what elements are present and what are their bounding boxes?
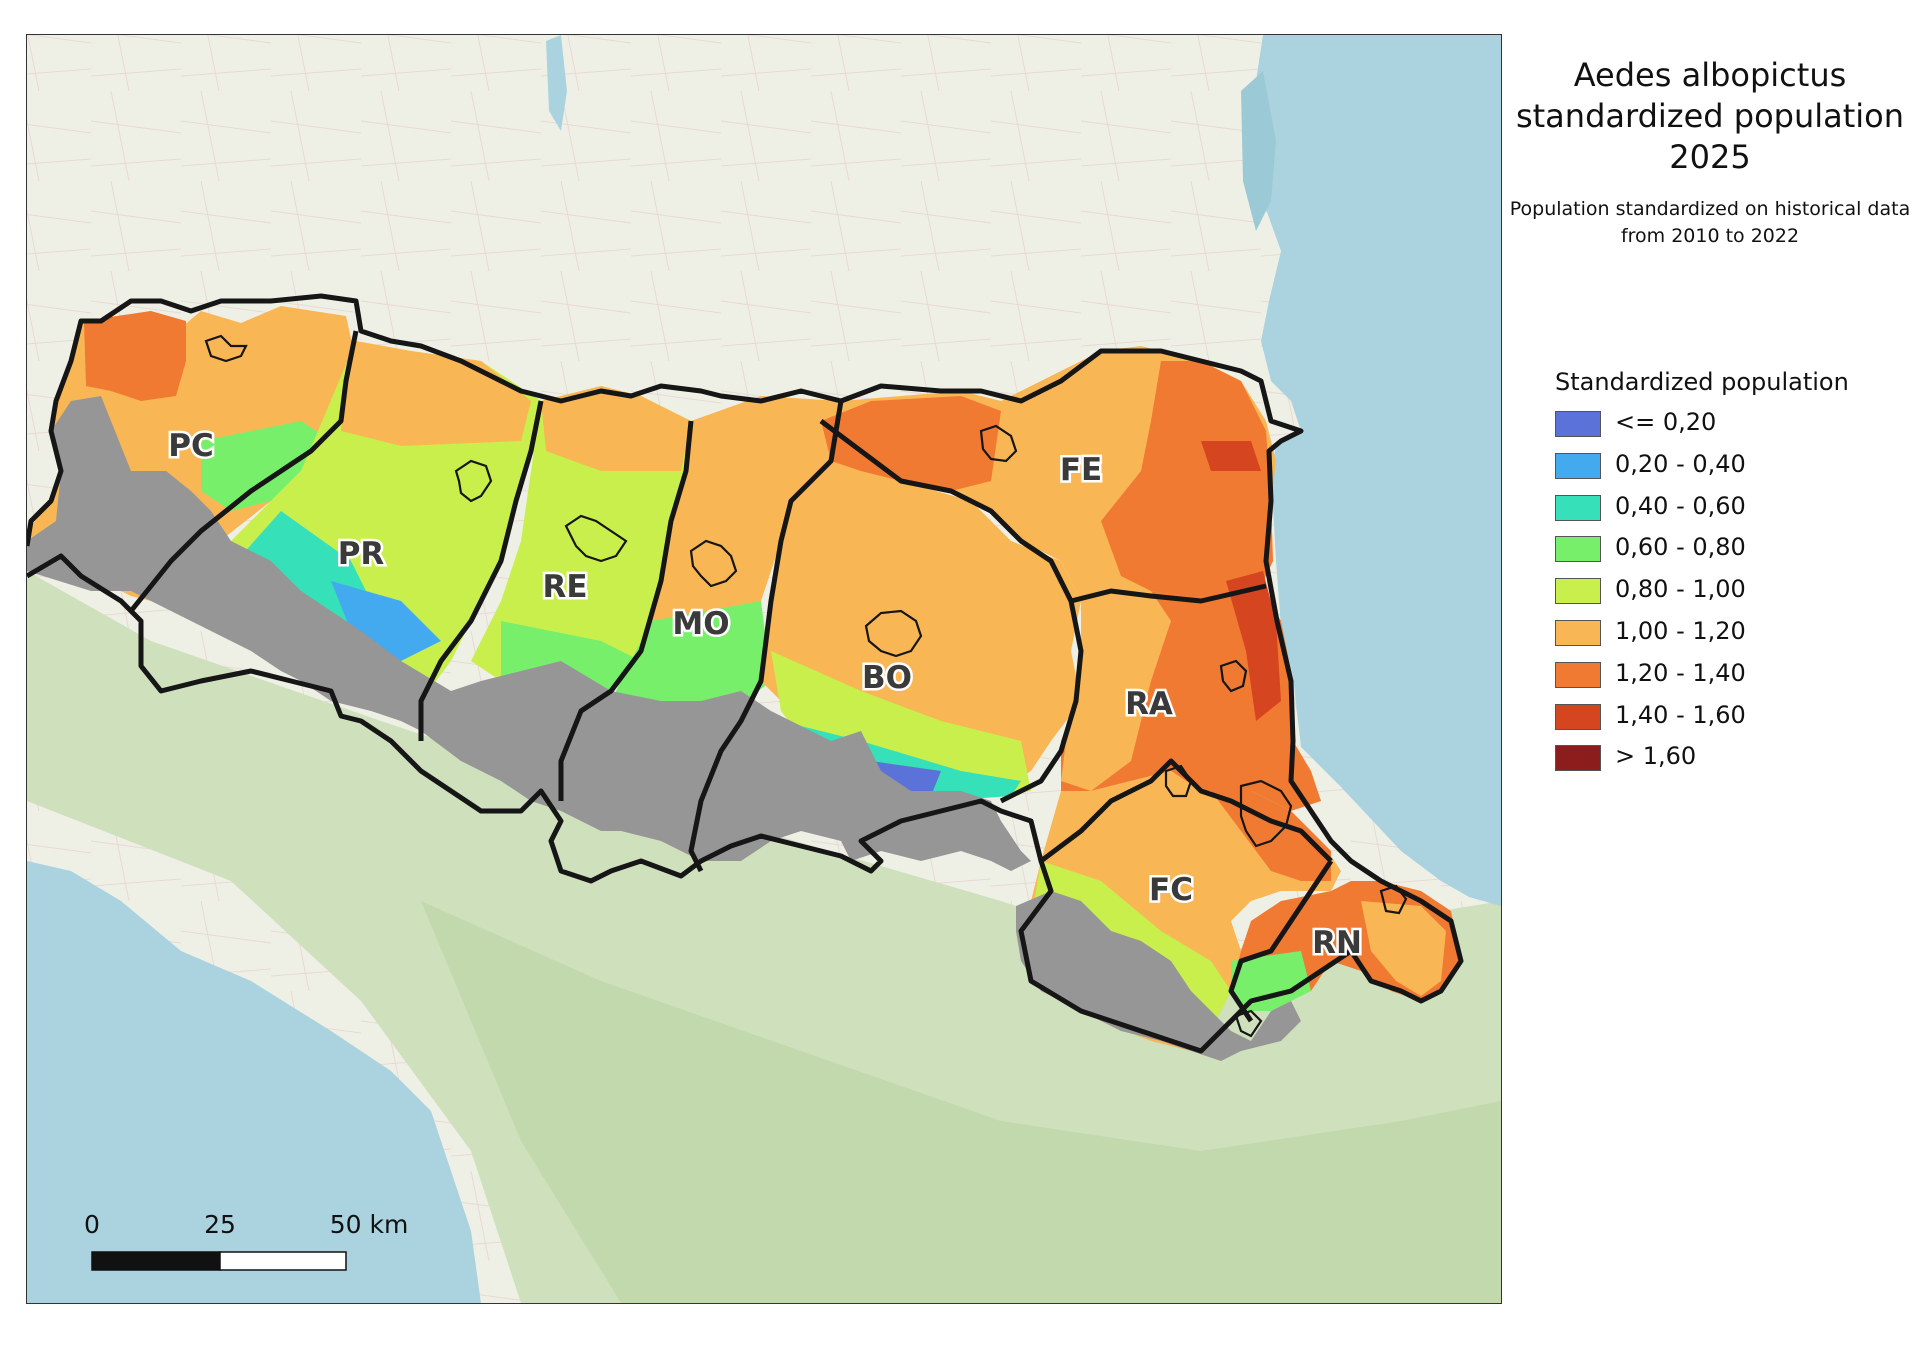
legend-swatch	[1555, 703, 1601, 730]
legend-label: 1,40 - 1,60	[1615, 700, 1746, 729]
legend-label: 1,20 - 1,40	[1615, 658, 1746, 687]
zone-fe-max	[1201, 441, 1261, 471]
legend-swatch	[1555, 494, 1601, 521]
zone-ra-west	[1061, 591, 1171, 791]
legend-swatch	[1555, 619, 1601, 646]
no-data-pc	[61, 471, 211, 591]
city-rimini	[1379, 884, 1408, 915]
city-cesena	[1239, 779, 1293, 848]
city-reggio-emilia	[564, 514, 628, 563]
city-ferrara	[979, 424, 1018, 463]
legend-title: Standardized population	[1555, 368, 1849, 396]
city-modena	[689, 539, 738, 588]
label-pc: PC	[168, 428, 213, 464]
legend-label: 0,80 - 1,00	[1615, 575, 1746, 604]
legend-swatch	[1555, 536, 1601, 563]
legend-swatch	[1555, 745, 1601, 772]
legend-label: 0,40 - 0,60	[1615, 491, 1746, 520]
zone-pc-mid	[201, 421, 331, 511]
lake-garda	[546, 35, 567, 131]
label-fe: FE	[1060, 452, 1102, 488]
zone-rn-low	[1231, 951, 1311, 1011]
city-ravenna	[1219, 659, 1248, 693]
scale-label-50km: 50 km	[330, 1210, 409, 1239]
legend-label: > 1,60	[1615, 742, 1697, 771]
zone-mo-low	[611, 601, 771, 721]
zone-fe-west	[821, 396, 1001, 491]
city-sanmarino	[1234, 1009, 1263, 1038]
no-data-apennine	[27, 396, 1031, 871]
hills	[27, 571, 1501, 1303]
province-boundaries	[27, 293, 1464, 1054]
city-outlines	[204, 334, 1408, 1038]
legend-label: 0,20 - 0,40	[1615, 449, 1746, 478]
zone-pc-high	[84, 311, 186, 401]
zone-fe-east	[1101, 361, 1273, 601]
scale-label-25: 25	[204, 1210, 236, 1239]
map-subtitle: Population standardized on historical da…	[1509, 198, 1911, 247]
scale-label-0: 0	[84, 1210, 100, 1239]
zone-pr-vlow	[331, 581, 441, 661]
city-parma	[454, 459, 493, 503]
legend-swatch	[1555, 661, 1601, 688]
legend-label: 1,00 - 1,20	[1615, 616, 1746, 645]
scale-bar: 0 25 50 km	[84, 1210, 409, 1271]
label-fc: FC	[1149, 872, 1193, 908]
zone-re-high	[541, 386, 691, 471]
zone-pr-high	[341, 341, 531, 446]
province-labels: PC PR RE MO BO FE RA FC RN	[166, 426, 1365, 964]
hills-inner	[421, 901, 1501, 1303]
zone-rn-south	[1361, 901, 1446, 996]
label-re: RE	[542, 569, 587, 605]
city-piacenza	[204, 334, 248, 363]
legend-label: 0,60 - 0,80	[1615, 533, 1746, 562]
tyrrhenian-sea	[27, 861, 481, 1303]
no-data-romagna	[1016, 891, 1301, 1061]
adriatic-sea	[1251, 35, 1501, 906]
map-svg: PC PR RE MO BO FE RA FC RN 0 25 50 km	[27, 35, 1501, 1303]
city-bologna	[864, 609, 923, 658]
lagoon	[1241, 71, 1276, 231]
label-rn: RN	[1312, 925, 1362, 961]
legend-label: <= 0,20	[1615, 408, 1717, 436]
legend-swatch	[1555, 452, 1601, 479]
zone-bo-low	[771, 651, 1031, 801]
legend-swatch	[1555, 578, 1601, 605]
map-canvas[interactable]: PC PR RE MO BO FE RA FC RN 0 25 50 km	[26, 34, 1502, 1304]
city-forli	[1164, 764, 1193, 798]
side-panel: Aedes albopictus standardized population…	[1500, 0, 1920, 1357]
legend-swatch	[1555, 411, 1601, 437]
label-bo: BO	[862, 660, 912, 696]
zone-ra-coast	[1226, 571, 1281, 721]
map-title: Aedes albopictus standardized population…	[1515, 56, 1905, 176]
label-mo: MO	[672, 606, 729, 642]
scale-bar-white	[219, 1251, 347, 1271]
label-ra: RA	[1125, 686, 1173, 722]
scale-bar-black	[91, 1251, 221, 1271]
label-pr: PR	[338, 536, 385, 572]
